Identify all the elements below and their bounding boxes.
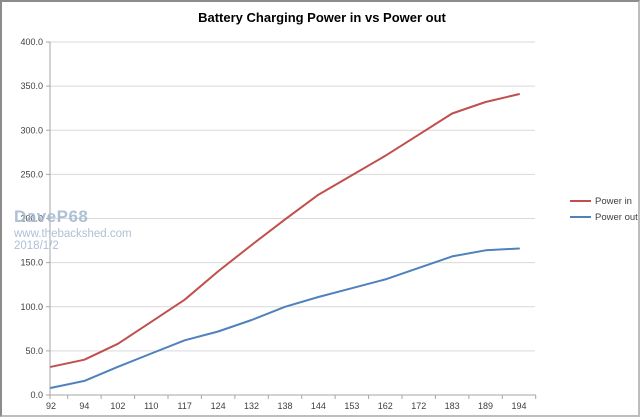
y-axis-label: 50.0 — [25, 346, 43, 356]
legend-item-power-out: Power out — [570, 209, 638, 225]
x-axis-label: 194 — [511, 401, 526, 411]
x-axis-label: 132 — [244, 401, 259, 411]
x-axis-label: 183 — [445, 401, 460, 411]
y-axis-label: 200.0 — [20, 214, 43, 224]
x-axis-label: 110 — [144, 401, 158, 411]
y-axis-label: 300.0 — [20, 125, 43, 135]
x-axis-label: 124 — [211, 401, 226, 411]
y-axis-label: 400.0 — [20, 37, 43, 47]
series-line-power-out — [50, 247, 520, 389]
power-in-line-swatch — [570, 200, 591, 202]
x-axis-label: 162 — [378, 401, 393, 411]
y-axis-label: 350.0 — [20, 81, 43, 91]
x-axis-label: 102 — [110, 401, 125, 411]
power-out-line-swatch — [570, 216, 591, 218]
x-axis-label: 92 — [46, 401, 56, 411]
x-axis-label: 144 — [311, 401, 326, 411]
series-line-power-in — [50, 93, 520, 368]
chart-title: Battery Charging Power in vs Power out — [198, 10, 446, 25]
x-axis-label: 94 — [79, 401, 89, 411]
x-axis-label: 117 — [178, 401, 192, 411]
x-axis-label: 172 — [411, 401, 426, 411]
y-axis-label: 150.0 — [20, 258, 43, 268]
x-axis-label: 153 — [344, 401, 359, 411]
y-axis-label: 0.0 — [30, 390, 43, 400]
legend-label-power-in: Power in — [595, 195, 632, 207]
legend-label-power-out: Power out — [595, 211, 638, 223]
x-axis-label: 138 — [277, 401, 292, 411]
y-axis-label: 100.0 — [20, 302, 43, 312]
y-axis-label: 250.0 — [20, 169, 43, 179]
x-axis-label: 189 — [478, 401, 493, 411]
legend: Power in Power out — [570, 193, 638, 225]
legend-item-power-in: Power in — [570, 193, 638, 209]
